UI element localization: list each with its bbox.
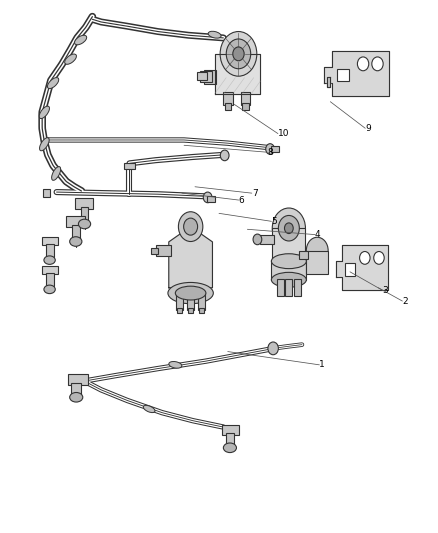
Ellipse shape	[175, 286, 206, 300]
Bar	[155, 245, 171, 256]
Ellipse shape	[169, 361, 182, 368]
Text: 10: 10	[278, 129, 290, 138]
Ellipse shape	[78, 219, 91, 229]
Bar	[72, 225, 80, 240]
Text: 6: 6	[239, 196, 244, 205]
Text: 1: 1	[319, 360, 325, 369]
Bar	[68, 374, 88, 384]
Ellipse shape	[39, 106, 49, 118]
Circle shape	[220, 150, 229, 161]
Bar	[197, 72, 207, 79]
Polygon shape	[324, 51, 389, 96]
Circle shape	[372, 57, 383, 71]
Circle shape	[178, 212, 203, 241]
Circle shape	[279, 215, 299, 241]
Circle shape	[184, 218, 198, 235]
Text: 3: 3	[383, 286, 389, 295]
Bar	[306, 251, 328, 274]
Bar	[71, 383, 81, 395]
Bar	[187, 293, 194, 310]
Ellipse shape	[65, 54, 76, 64]
Circle shape	[233, 47, 244, 61]
Bar	[294, 279, 301, 296]
Bar	[225, 103, 231, 110]
Polygon shape	[336, 245, 389, 290]
Bar	[261, 235, 274, 244]
Bar	[272, 228, 305, 261]
Bar	[188, 308, 193, 313]
Text: 7: 7	[252, 189, 258, 198]
Ellipse shape	[272, 254, 306, 269]
Circle shape	[285, 223, 293, 233]
Bar	[337, 69, 349, 80]
Bar	[200, 71, 212, 82]
Polygon shape	[215, 54, 261, 94]
Bar	[198, 293, 205, 310]
Bar	[124, 164, 135, 168]
Ellipse shape	[208, 31, 221, 38]
Bar	[177, 308, 182, 313]
Ellipse shape	[70, 392, 83, 402]
Circle shape	[360, 252, 370, 264]
Ellipse shape	[47, 78, 59, 88]
Bar	[151, 248, 158, 254]
Bar	[81, 207, 88, 222]
Bar	[46, 244, 53, 257]
Bar	[299, 251, 307, 259]
Ellipse shape	[44, 285, 55, 294]
Ellipse shape	[74, 35, 87, 45]
Text: 4: 4	[315, 230, 321, 239]
Circle shape	[357, 57, 369, 71]
Bar	[241, 92, 251, 106]
Ellipse shape	[70, 237, 82, 246]
Polygon shape	[169, 227, 212, 288]
Text: 9: 9	[365, 124, 371, 133]
Text: 2: 2	[403, 296, 408, 305]
Bar	[207, 196, 215, 201]
Ellipse shape	[168, 282, 213, 304]
Ellipse shape	[52, 167, 60, 180]
Circle shape	[374, 252, 384, 264]
Circle shape	[272, 208, 305, 248]
Text: 8: 8	[267, 148, 273, 157]
Circle shape	[306, 237, 328, 264]
Circle shape	[268, 342, 279, 355]
Circle shape	[203, 192, 212, 203]
Bar	[271, 146, 279, 152]
Bar	[242, 103, 249, 110]
Circle shape	[226, 39, 251, 69]
Ellipse shape	[223, 443, 237, 453]
Bar	[223, 92, 233, 106]
Bar	[204, 70, 216, 84]
Bar	[199, 308, 204, 313]
Bar	[277, 279, 284, 296]
Bar	[222, 425, 239, 435]
Circle shape	[220, 31, 257, 76]
Bar	[42, 266, 58, 274]
Bar	[42, 237, 58, 245]
Bar	[46, 273, 53, 286]
Ellipse shape	[39, 138, 49, 151]
Bar	[226, 433, 234, 446]
Bar	[75, 198, 93, 209]
Bar	[176, 293, 183, 310]
Ellipse shape	[272, 272, 306, 287]
Ellipse shape	[143, 406, 155, 413]
Bar	[66, 216, 85, 227]
Text: 5: 5	[272, 217, 277, 226]
Ellipse shape	[44, 256, 55, 264]
Circle shape	[253, 234, 262, 245]
Polygon shape	[327, 77, 330, 87]
Bar	[346, 263, 355, 276]
Bar	[43, 189, 50, 197]
Bar	[286, 279, 292, 296]
Circle shape	[266, 144, 275, 155]
Bar	[272, 260, 306, 280]
